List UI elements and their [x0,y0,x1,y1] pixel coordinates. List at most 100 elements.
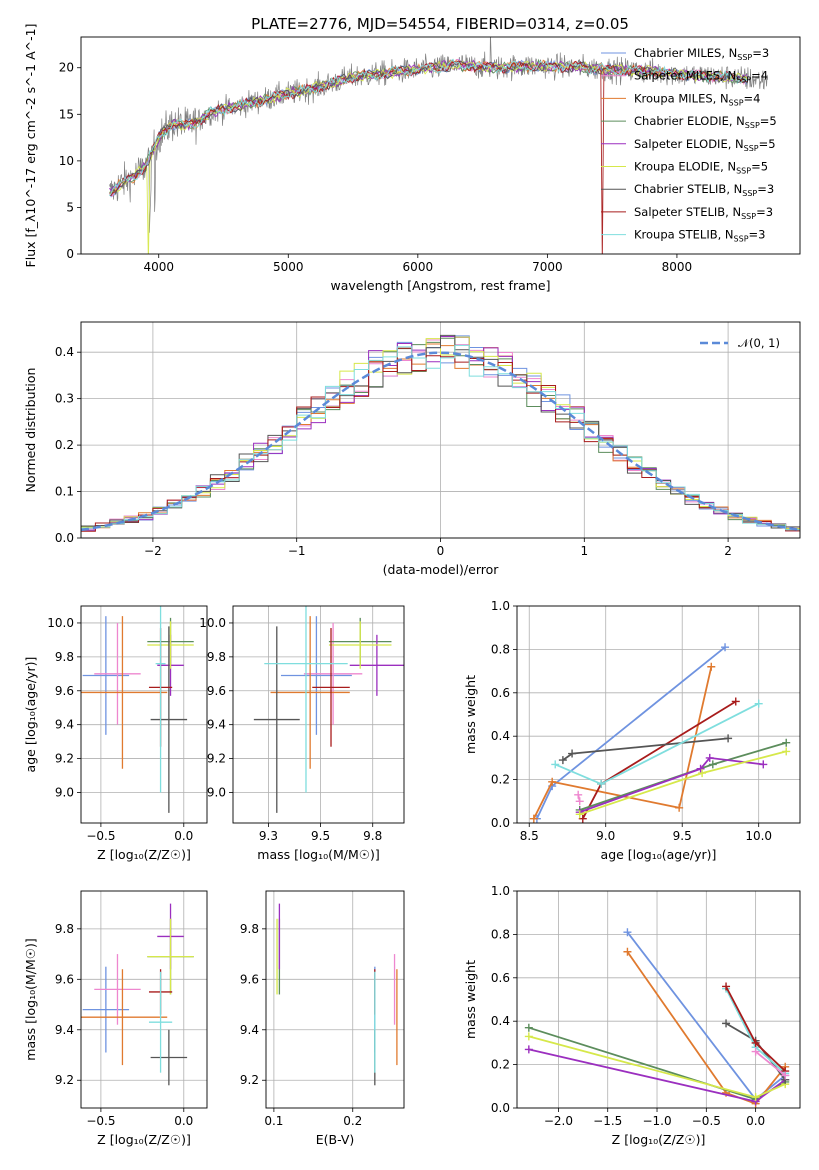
plot-area [276,903,398,1086]
x-tick-label: 2 [724,544,732,558]
data-point-marker [708,760,717,769]
y-tick-label: 9.6 [55,972,74,986]
y-tick-label: 0.2 [55,438,74,452]
x-tick-label: 0.0 [174,1114,193,1128]
x-axis-label: age [log₁₀(age/yr)] [601,847,717,862]
data-point-marker [751,1093,760,1102]
series-line-salpeter-miles [755,1050,786,1077]
x-tick-label: 9.5 [673,829,692,843]
model-line-kroupa-stelib [109,58,748,197]
panel-mass-weight-vs-age: 8.5 9.0 9.5 10.0 0.0 0.2 0.4 0.6 0.8 1.0 age [log₁… [463,599,801,862]
x-tick-label: 6000 [403,260,434,274]
y-tick-label: 15 [59,107,74,121]
histogram-kroupa-stelib [81,344,800,538]
plot-area [109,37,768,254]
data-point-marker [568,749,577,758]
data-point-marker [696,764,705,773]
legend-label: Chabrier MILES, NSSP=3 [634,46,769,62]
data-point-marker [578,814,587,823]
normal-curve-line [81,351,800,532]
series-line-chabrier-elodie [579,741,787,811]
y-tick-label: 1.0 [491,599,510,613]
x-tick-label: −2 [144,544,162,558]
x-tick-label: 9.0 [596,829,615,843]
data-point-marker [551,760,560,769]
y-tick-label: 9.4 [240,1023,259,1037]
y-tick-label: 9.6 [240,972,259,986]
residual-legend: 𝒩(0, 1) [700,336,780,350]
axes-frame [80,36,801,255]
y-tick-label: 9.2 [55,1073,74,1087]
x-axis-label: (data-model)/error [383,562,500,577]
y-tick-label: 9.0 [207,785,226,799]
errorbar-salpeter-miles [303,622,363,725]
axes-frame [80,605,208,824]
x-tick-label: 0.0 [746,1114,765,1128]
y-tick-label: 10 [59,154,74,168]
data-point-marker [623,928,632,937]
legend-label: Salpeter ELODIE, NSSP=5 [634,137,776,153]
y-tick-label: 0 [66,247,74,261]
y-axis-label: mass weight [463,675,478,754]
panel-mass-vs-EBV: 0.1 0.2 9.2 9.4 9.6 9.8 E(B-V) [240,890,405,1147]
data-point-marker [722,1019,731,1028]
x-tick-label: −0.5 [86,1114,115,1128]
data-point-marker [782,747,791,756]
x-tick-label: 0 [437,544,445,558]
data-point-marker [575,797,584,806]
y-tick-label: 20 [59,61,74,75]
plot-area [81,903,194,1086]
x-tick-label: −1 [288,544,306,558]
axes-frame [516,890,801,1109]
errorbar-kroupa-stelib [264,606,348,793]
errorbar-chabrier-miles [280,616,352,735]
y-tick-label: 9.2 [55,752,74,766]
y-tick-label: 0.4 [491,1014,510,1028]
x-tick-label: 0.0 [174,829,193,843]
y-tick-label: 9.2 [207,752,226,766]
legend-label: 𝒩(0, 1) [738,336,780,350]
x-axis-label: mass [log₁₀(M/M☉)] [257,847,379,862]
plot-area [524,928,790,1108]
x-tick-label: 1 [580,544,588,558]
axes-frame [80,321,801,539]
legend-label: Kroupa STELIB, NSSP=3 [634,228,765,244]
panel-age-vs-mass: 9.3 9.5 9.8 9.0 9.2 9.4 9.6 9.8 10.0 mass [log₁₀(… [199,605,405,862]
x-tick-label: 0.2 [343,1114,362,1128]
y-axis-label: mass [log₁₀(M/M☉)] [23,938,38,1060]
errorbar-salpeter-stelib [312,628,350,747]
y-tick-label: 0.4 [55,345,74,359]
errorbar-chabrier-miles [82,966,130,1053]
data-point-marker [724,734,733,743]
panel-residuals: −2 −1 0 1 2 0.0 0.1 0.2 0.3 0.4 (data-model)/error… [23,321,801,577]
data-point-marker [707,662,716,671]
spectrum-legend: Chabrier MILES, NSSP=3 Salpeter MILES, NS… [601,46,777,244]
y-tick-label: 0.3 [55,392,74,406]
y-tick-label: 0.4 [491,729,510,743]
x-tick-label: −0.5 [692,1114,721,1128]
errorbar-chabrier-stelib [150,626,188,813]
plot-area [529,643,791,823]
errorbar-kroupa-elodie [328,621,392,669]
x-tick-label: −1.0 [642,1114,671,1128]
data-point-marker [548,777,557,786]
y-tick-label: 9.8 [207,650,226,664]
x-tick-label: −1.5 [593,1114,622,1128]
errorbar-chabrier-stelib [253,626,300,813]
y-tick-label: 1.0 [491,884,510,898]
plot-area [81,334,800,538]
y-axis-label: mass weight [463,960,478,1039]
errorbar-kroupa-stelib [148,971,173,1073]
data-point-marker [731,697,740,706]
series-line-kroupa-miles [532,666,713,820]
errorbar-salpeter-elodie [349,634,404,696]
y-tick-label: 0.1 [55,485,74,499]
data-point-marker [529,814,538,823]
legend-label: Kroupa MILES, NSSP=4 [634,91,760,107]
x-tick-label: 8000 [662,260,693,274]
y-tick-label: 0.0 [491,816,510,830]
errorbar-kroupa-elodie [147,621,194,669]
panel-mass-vs-Z: −0.5 0.0 9.2 9.4 9.6 9.8 Z [log₁₀(Z/Z☉)] mass [… [23,890,208,1147]
